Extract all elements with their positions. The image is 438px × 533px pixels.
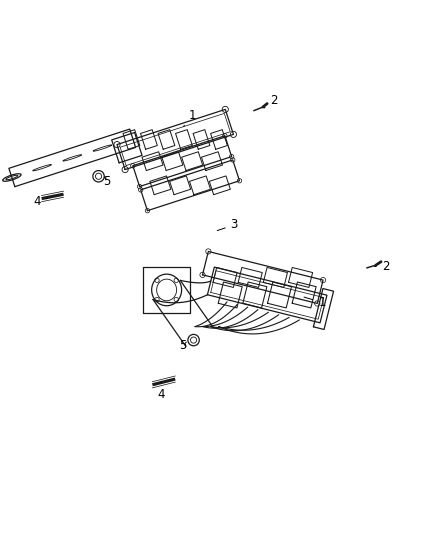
- Text: 4: 4: [33, 195, 48, 208]
- Text: 1: 1: [184, 109, 197, 126]
- Text: 2: 2: [264, 94, 278, 108]
- Text: 4: 4: [157, 381, 165, 401]
- Text: 2: 2: [374, 260, 389, 273]
- Text: 5: 5: [104, 175, 111, 189]
- Text: 1: 1: [304, 296, 326, 309]
- Text: 5: 5: [180, 339, 187, 352]
- Text: 3: 3: [217, 219, 238, 231]
